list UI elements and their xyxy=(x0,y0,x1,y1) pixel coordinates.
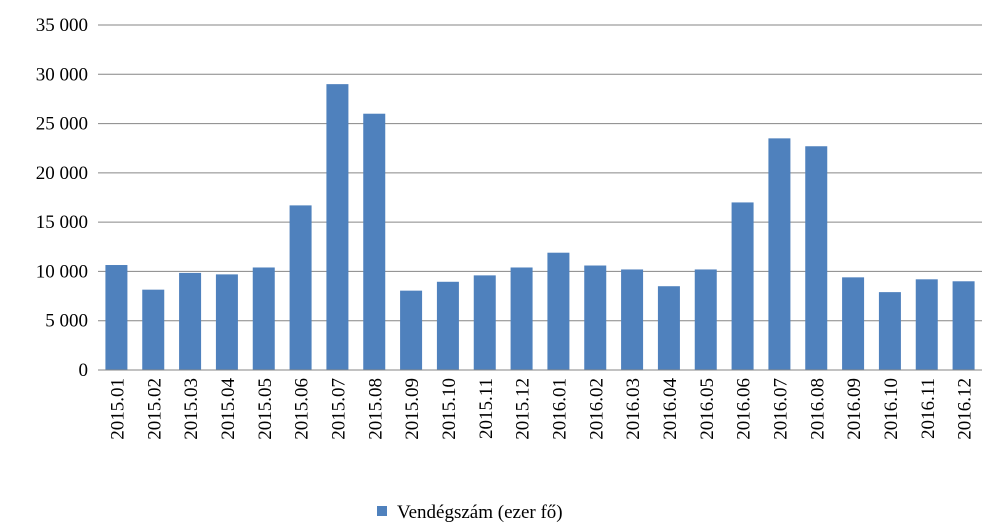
bar xyxy=(657,286,680,370)
bar xyxy=(400,290,423,370)
y-tick-label: 35 000 xyxy=(36,15,88,36)
legend-label: Vendégszám (ezer fő) xyxy=(397,502,563,523)
x-tick-label: 2015.11 xyxy=(476,378,497,439)
bar xyxy=(805,146,828,370)
x-tick-label: 2016.06 xyxy=(734,378,755,440)
x-tick-label: 2016.12 xyxy=(955,378,976,440)
legend-swatch xyxy=(377,506,387,516)
y-tick-label: 25 000 xyxy=(36,114,88,135)
x-tick-label: 2016.09 xyxy=(844,378,865,440)
y-tick-label: 0 xyxy=(79,360,89,381)
y-tick-label: 5 000 xyxy=(45,311,88,332)
x-tick-label: 2015.10 xyxy=(439,378,460,440)
x-tick-label: 2016.05 xyxy=(697,378,718,440)
y-tick-label: 30 000 xyxy=(36,64,88,85)
x-tick-label: 2015.01 xyxy=(107,378,128,440)
x-tick-label: 2015.09 xyxy=(402,378,423,440)
x-tick-label: 2016.01 xyxy=(549,378,570,440)
x-tick-label: 2015.02 xyxy=(144,378,165,440)
bar xyxy=(915,279,938,370)
bar xyxy=(510,267,533,370)
bar xyxy=(436,281,459,370)
y-tick-label: 20 000 xyxy=(36,163,88,184)
bar xyxy=(731,202,754,370)
bar xyxy=(326,84,349,371)
bar xyxy=(215,274,238,370)
y-tick-label: 10 000 xyxy=(36,261,88,282)
bar xyxy=(547,252,570,370)
x-tick-label: 2015.05 xyxy=(255,378,276,440)
bar xyxy=(621,269,644,370)
bar xyxy=(473,275,496,370)
x-tick-label: 2016.11 xyxy=(918,378,939,439)
bar xyxy=(179,272,202,370)
bar xyxy=(289,205,312,370)
bar xyxy=(842,277,865,370)
x-tick-label: 2016.07 xyxy=(770,378,791,440)
bar xyxy=(952,281,975,370)
x-tick-label: 2015.06 xyxy=(292,378,313,440)
x-tick-label: 2015.03 xyxy=(181,378,202,440)
x-tick-label: 2016.03 xyxy=(623,378,644,440)
bar xyxy=(694,269,717,370)
x-tick-label: 2016.02 xyxy=(586,378,607,440)
bar xyxy=(252,267,275,370)
x-tick-label: 2016.08 xyxy=(807,378,828,440)
bar xyxy=(768,138,791,370)
bar xyxy=(363,113,386,370)
x-tick-label: 2015.08 xyxy=(365,378,386,440)
x-tick-label: 2015.04 xyxy=(218,378,239,440)
x-tick-label: 2016.04 xyxy=(660,378,681,440)
bar xyxy=(584,265,607,370)
bar xyxy=(878,292,901,370)
x-tick-label: 2016.10 xyxy=(881,378,902,440)
y-tick-label: 15 000 xyxy=(36,212,88,233)
x-tick-label: 2015.07 xyxy=(328,378,349,440)
x-tick-label: 2015.12 xyxy=(513,378,534,440)
bar xyxy=(142,289,165,370)
bar xyxy=(105,265,128,370)
